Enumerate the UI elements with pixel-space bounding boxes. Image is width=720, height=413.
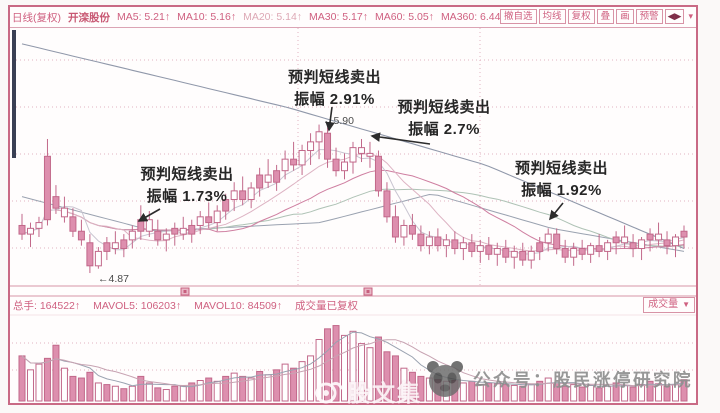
annotation-line2: 振幅 1.92%	[521, 182, 602, 199]
svg-text:←4.87: ←4.87	[98, 273, 129, 285]
official-account-watermark: 公众号：股民涨停研究院	[424, 359, 693, 399]
official-account-text: 公众号：股民涨停研究院	[473, 369, 693, 390]
annotation-line1: 预判短线卖出	[514, 160, 608, 177]
ma360-readout: MA360: 6.44↓	[440, 11, 506, 23]
overlay-button[interactable]: 叠	[596, 9, 615, 24]
mavol5-readout: MAVOL5: 106203↑	[93, 299, 182, 312]
volume-adjusted-note: 成交量已复权	[295, 300, 359, 312]
draw-button[interactable]: 画	[616, 9, 634, 24]
annotation-sell-1: 预判短线卖出 振幅 1.73%	[112, 164, 262, 208]
annotation-line1: 预判短线卖出	[287, 69, 381, 86]
ma60-readout: MA60: 5.05↑	[374, 11, 434, 23]
weibo-watermark-text: 股文集	[347, 380, 422, 406]
ma10-readout: MA10: 5.16↑	[177, 11, 237, 23]
annotation-line1: 预判短线卖出	[140, 166, 234, 183]
chevron-down-icon: ▼	[682, 300, 690, 309]
ma5-readout: MA5: 5.21↑	[117, 11, 171, 23]
ma30-readout: MA30: 5.17↑	[309, 11, 368, 23]
period-label[interactable]: 日线(复权)	[12, 11, 61, 24]
watchlist-remove-button[interactable]: 撤自选	[500, 9, 537, 24]
stock-name: 开滦股份	[68, 11, 110, 24]
volume-header: 总手: 164522↑ MAVOL5: 106203↑ MAVOL10: 845…	[13, 297, 358, 314]
nav-arrows-icon[interactable]: ◀▶	[664, 9, 685, 24]
mavol10-readout: MAVOL10: 84509↑	[194, 299, 283, 312]
annotation-sell-4: 预判短线卖出 振幅 1.92%	[504, 158, 619, 202]
indicator-selector[interactable]: 成交量 ▼	[643, 297, 695, 313]
annotation-line2: 振幅 1.73%	[146, 188, 228, 205]
ma-lines-button[interactable]: 均线	[538, 9, 566, 24]
annotation-line1: 预判短线卖出	[397, 99, 491, 116]
indicator-selector-label: 成交量	[648, 299, 679, 310]
weibo-watermark: 股文集	[313, 374, 422, 408]
svg-text:←5.90: ←5.90	[323, 115, 354, 127]
ma20-readout: MA20: 5.14↑	[243, 11, 303, 23]
weibo-eye-icon	[315, 382, 343, 404]
annotation-sell-2: 预判短线卖出 振幅 2.91%	[272, 67, 397, 111]
alert-button[interactable]: 预警	[635, 9, 663, 24]
kline-chart-canvas[interactable]: ←5.90 ←4.87	[10, 7, 696, 403]
panda-logo-icon	[427, 361, 463, 397]
toolbar-caret-icon[interactable]: ▾	[688, 11, 693, 21]
total-hands-readout: 总手: 164522↑	[13, 300, 81, 312]
adjust-price-button[interactable]: 复权	[567, 9, 595, 24]
toolbar-buttons: 撤自选 均线 复权 叠 画 预警 ◀▶ ▾	[500, 9, 695, 24]
annotation-line2: 振幅 2.91%	[294, 91, 375, 108]
annotation-sell-3: 预判短线卖出 振幅 2.7%	[384, 97, 504, 141]
app-window: ←5.90 ←4.87 日线(复权) 开滦股份 MA5: 5.21↑ MA10: …	[8, 5, 698, 408]
annotation-line2: 振幅 2.7%	[408, 121, 480, 138]
